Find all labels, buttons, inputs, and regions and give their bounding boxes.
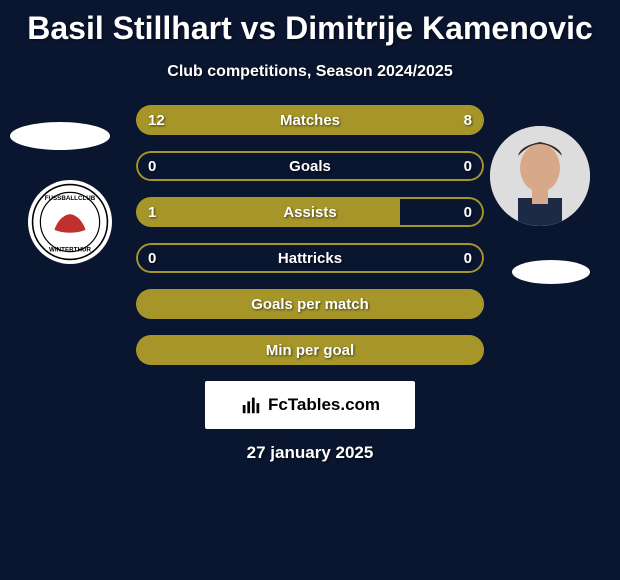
date-label: 27 january 2025 [0,443,620,463]
stat-row: Hattricks0 0 [136,243,484,273]
stat-row: Goals0 0 [136,151,484,181]
stat-label: Hattricks [136,243,484,273]
stat-label: Min per goal [136,335,484,365]
stat-row: Matches12 8 [136,105,484,135]
page-title: Basil Stillhart vs Dimitrije Kamenovic [0,0,620,47]
comparison-bars: Matches128Goals00Assists10Hattricks00Goa… [136,105,484,365]
stat-row: Min per goal [136,335,484,365]
chart-icon [240,394,262,416]
stat-label: Goals per match [136,289,484,319]
watermark: FcTables.com [205,381,415,429]
club-badge-right [512,260,590,284]
stat-label: Assists [136,197,484,227]
player-left-portrait [10,122,110,150]
avatar-icon [490,126,590,226]
stat-value-right: 0 [464,243,472,273]
stat-row: Assists1 0 [136,197,484,227]
svg-text:WINTERTHUR: WINTERTHUR [49,247,91,254]
comparison-infographic: Basil Stillhart vs Dimitrije Kamenovic C… [0,0,620,580]
stat-value-left: 0 [148,151,156,181]
watermark-text: FcTables.com [268,395,380,415]
stat-value-right: 8 [464,105,472,135]
svg-text:FUSSBALLCLUB: FUSSBALLCLUB [45,195,96,202]
player-right-portrait [490,126,590,226]
stat-row: Goals per match [136,289,484,319]
stat-value-left: 12 [148,105,165,135]
stat-value-left: 0 [148,243,156,273]
stat-label: Goals [136,151,484,181]
club-crest-icon: FUSSBALLCLUB WINTERTHUR [31,183,109,261]
club-badge-left: FUSSBALLCLUB WINTERTHUR [28,180,112,264]
stat-label: Matches [136,105,484,135]
stat-value-right: 0 [464,151,472,181]
page-subtitle: Club competitions, Season 2024/2025 [0,63,620,81]
stat-value-left: 1 [148,197,156,227]
stat-value-right: 0 [464,197,472,227]
